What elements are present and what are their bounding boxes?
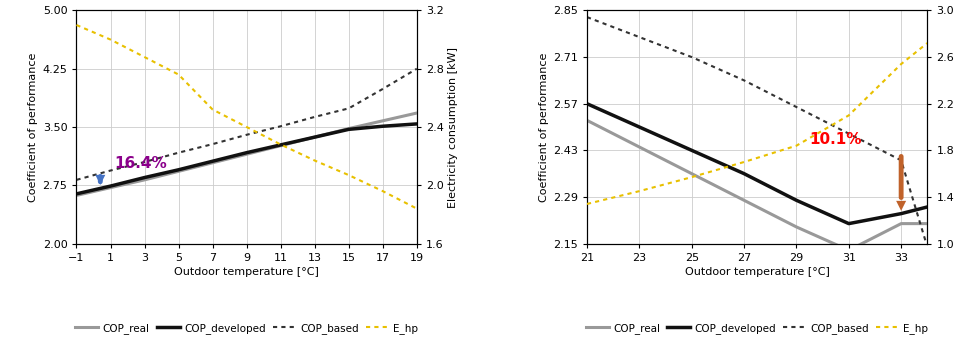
- Y-axis label: Coefficient of performance: Coefficient of performance: [539, 52, 549, 202]
- Text: 16.4%: 16.4%: [114, 156, 166, 171]
- Legend: COP_real, COP_developed, COP_based, E_hp: COP_real, COP_developed, COP_based, E_hp: [72, 319, 422, 338]
- X-axis label: Outdoor temperature [°C]: Outdoor temperature [°C]: [174, 267, 319, 277]
- Legend: COP_real, COP_developed, COP_based, E_hp: COP_real, COP_developed, COP_based, E_hp: [582, 319, 932, 338]
- Y-axis label: Coefficient of performance: Coefficient of performance: [29, 52, 38, 202]
- X-axis label: Outdoor temperature [°C]: Outdoor temperature [°C]: [684, 267, 830, 277]
- Y-axis label: Electricity consumption [kW]: Electricity consumption [kW]: [447, 47, 458, 207]
- Text: 10.1%: 10.1%: [810, 132, 862, 147]
